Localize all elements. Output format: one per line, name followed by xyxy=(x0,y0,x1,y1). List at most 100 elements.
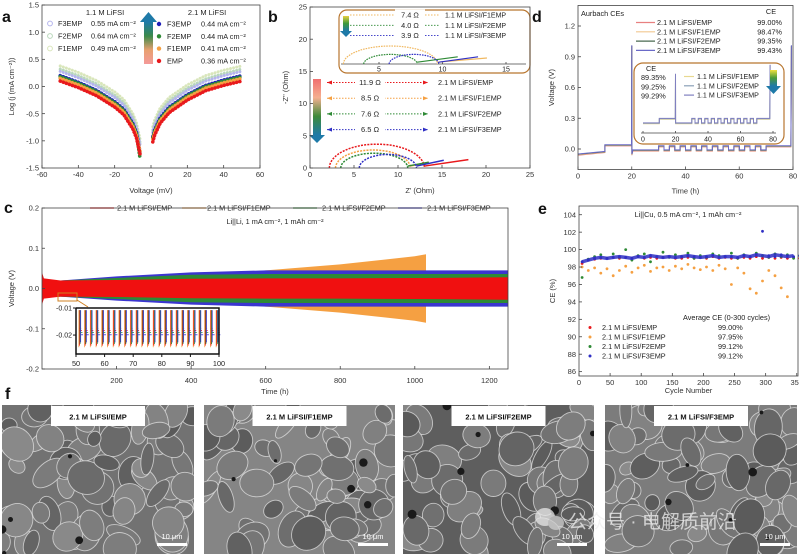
diffusion-tail xyxy=(424,158,469,167)
panel-c-inset: 50 60 70 80 90 100 -0.01 -0.02 xyxy=(56,306,225,369)
grain xyxy=(79,509,105,542)
legend-label: 2.1 M LiFSI/F3EMP xyxy=(438,125,502,134)
scale-bar xyxy=(157,543,187,546)
group-label: 2.1 M LiFSI xyxy=(188,8,226,17)
legend-label: 2.1 M LiFSI/F1EMP xyxy=(438,94,502,103)
pore xyxy=(759,410,764,415)
ce-point xyxy=(692,266,696,270)
series-line-f2emp xyxy=(151,67,244,132)
x-axis-label: Cycle Number xyxy=(665,386,713,395)
panel-d-aurbach-plot: 2.1 M LiFSI/EMP 99.00% 2.1 M LiFSI/F1EMP 98… xyxy=(577,7,792,156)
series-line-f3emp xyxy=(151,69,244,134)
legend-label: F3EMP xyxy=(167,20,191,29)
grain xyxy=(239,468,275,498)
grain xyxy=(67,460,105,495)
panel-label: e xyxy=(538,201,547,218)
pore xyxy=(67,454,73,459)
resistance-label: 6.5 Ω xyxy=(361,125,380,134)
grain xyxy=(527,526,544,554)
ce-point xyxy=(611,252,615,256)
arrow-left-icon xyxy=(327,111,332,116)
x-tick-label: 350 xyxy=(790,378,799,387)
y-tick-label: 0.2 xyxy=(29,204,39,213)
trend-arrow-up-icon xyxy=(140,12,157,22)
y-tick-label: -0.1 xyxy=(26,324,39,333)
avg-ce-value: 99.12% xyxy=(718,352,743,361)
x-tick-label: 600 xyxy=(259,376,272,385)
ce-dense-band xyxy=(581,253,794,264)
voltage-profile-line xyxy=(577,45,792,155)
y-tick-label: 98 xyxy=(568,263,576,272)
y-axis-label: Voltage (V) xyxy=(547,68,556,106)
label-bg xyxy=(395,19,425,29)
arrow-right-icon xyxy=(423,80,428,85)
x-tick-label: -40 xyxy=(73,170,84,179)
y-tick-label: 88 xyxy=(568,350,576,359)
legend-label: F2EMP xyxy=(167,32,191,41)
x-tick-label: -20 xyxy=(109,170,120,179)
legend-label: 2.1 M LiFSI/F2EMP xyxy=(602,342,666,351)
legend-value: 0.44 mA cm⁻² xyxy=(201,20,246,29)
grain xyxy=(460,512,482,539)
legend-label: 1.1 M LiFSI/F1EMP xyxy=(445,13,506,20)
pore xyxy=(748,467,757,477)
resistance-label: 3.9 Ω xyxy=(401,31,419,40)
legend-label: 2.1 M LiFSI/F3EMP xyxy=(602,352,666,361)
ce-value: 98.47% xyxy=(757,27,782,36)
y-tick-label: 1.2 xyxy=(565,22,575,31)
x-tick-label: 5 xyxy=(352,170,356,179)
y-tick-label: 0.3 xyxy=(565,114,575,123)
inset-x-tick-label: 90 xyxy=(186,359,194,368)
panel-a-axes: -60 -40 -20 0 20 40 60 -1.5 -1.0 -0.5 0.0 0.5 1.0 1.5… xyxy=(7,1,264,195)
arrow-right-icon xyxy=(423,111,428,116)
label-bg xyxy=(355,108,385,119)
arrow-left-icon xyxy=(327,127,332,132)
grain xyxy=(667,465,699,483)
arrow-left-icon xyxy=(327,96,332,101)
legend-marker xyxy=(588,354,592,358)
y-tick-label: -0.5 xyxy=(26,109,39,118)
inset-x-tick-label: 50 xyxy=(72,359,80,368)
grain xyxy=(644,494,660,512)
pore xyxy=(685,463,690,467)
panel-label: a xyxy=(2,9,11,26)
grain xyxy=(152,506,185,540)
grain xyxy=(217,481,235,513)
legend-label: 2.1 M LiFSI/F1EMP xyxy=(657,27,721,36)
x-tick-label: 400 xyxy=(185,376,198,385)
y-tick-label: 1.5 xyxy=(29,1,39,10)
y-tick-label: 0.9 xyxy=(565,52,575,61)
trend-arrow-shaft xyxy=(144,22,153,64)
ce-point xyxy=(661,265,665,269)
ce-value: 99.00% xyxy=(757,18,782,27)
grain xyxy=(621,515,655,548)
grain xyxy=(440,478,468,505)
pore xyxy=(364,501,372,509)
y-tick-label: 25 xyxy=(299,3,307,12)
sem-title: 2.1 M LiFSI/F2EMP xyxy=(465,413,531,422)
inset-impedance-arc xyxy=(363,53,418,65)
ce-value: 99.25% xyxy=(641,82,666,91)
ce-point xyxy=(624,264,628,268)
legend-label: F2EMP xyxy=(58,32,82,41)
inset-diffusion-tail xyxy=(417,56,458,63)
x-tick-label: 200 xyxy=(110,376,123,385)
grain xyxy=(781,494,797,528)
legend-label: 1.1 M LiFSI/F3EMP xyxy=(445,33,506,40)
grain xyxy=(616,478,636,505)
legend-marker xyxy=(47,33,53,39)
inset-x-tick-label: 80 xyxy=(158,359,166,368)
grain xyxy=(170,471,194,502)
inset-voltage-profile-line xyxy=(643,64,771,124)
wechat-icon-bubble xyxy=(548,516,564,530)
grain xyxy=(403,454,418,484)
inset-x-tick-label: 10 xyxy=(439,67,447,74)
x-tick-label: 200 xyxy=(697,378,710,387)
panel-e-axes: 0 50 100 150 200 250 300 350 86 88 90 92 94 96 98 100 10… xyxy=(548,205,799,395)
ce-point xyxy=(773,274,777,278)
ce-point xyxy=(649,270,652,273)
grain xyxy=(687,525,708,543)
panel-c-cycling-plot: 2.1 M LiFSI/EMP 2.1 M LiFSI/F1EMP 2.1 M Li… xyxy=(42,204,508,369)
grain xyxy=(329,516,360,542)
ce-value: 99.43% xyxy=(757,46,782,55)
